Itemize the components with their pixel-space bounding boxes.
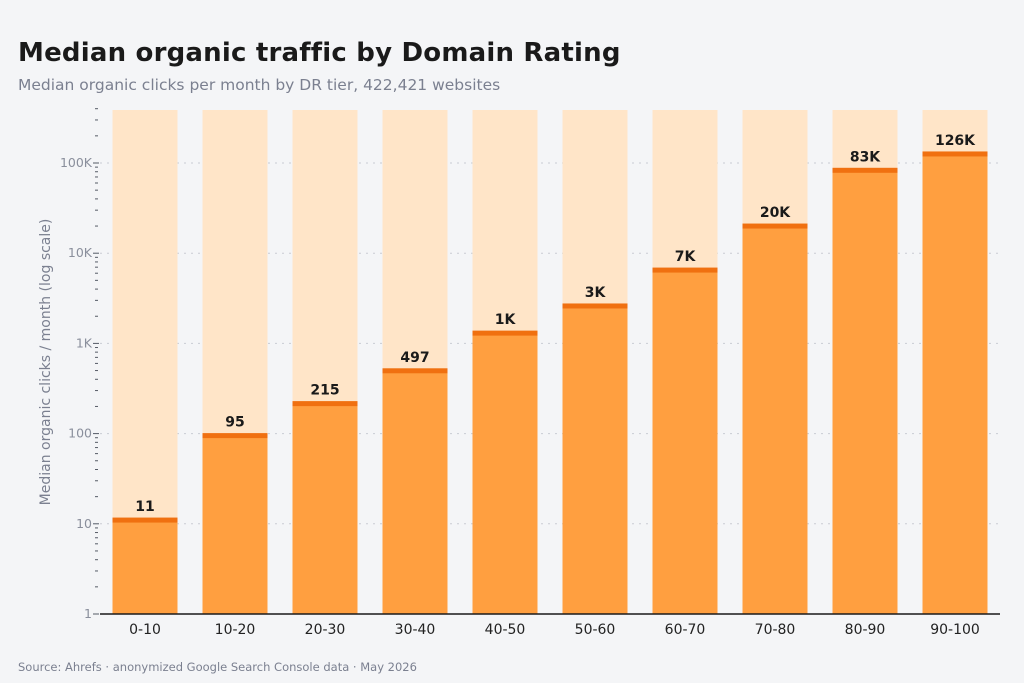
bar-value-label: 11 xyxy=(135,499,154,515)
data-labels: 11 95 215 497 1K 3K 7K 20K 83K 126K xyxy=(135,133,976,515)
x-tick-label: 10-20 xyxy=(215,622,256,638)
bar-cap xyxy=(292,401,358,407)
x-tick-label: 80-90 xyxy=(845,622,886,638)
axes: 1 10 100 1K 10K 100K 0-10 10-20 20-30 30-40 40-50 5… xyxy=(60,108,1000,638)
x-tick-label: 40-50 xyxy=(485,622,526,638)
bar-cap xyxy=(112,517,178,523)
bar xyxy=(292,403,358,614)
bar-cap xyxy=(382,368,448,374)
bar-value-label: 497 xyxy=(400,350,429,366)
bar-cap xyxy=(202,433,268,439)
bar-cap xyxy=(832,167,898,173)
chart-title: Median organic traffic by Domain Rating xyxy=(18,38,621,68)
bar xyxy=(472,333,538,614)
bar-value-label: 3K xyxy=(585,285,607,301)
y-tick-label: 1 xyxy=(84,606,92,621)
bar xyxy=(562,305,628,614)
bar-value-label: 20K xyxy=(760,205,791,221)
bar-value-label: 83K xyxy=(850,149,881,165)
bar-value-label: 215 xyxy=(310,383,339,399)
x-tick-label: 30-40 xyxy=(395,622,436,638)
bar-cap xyxy=(652,267,718,273)
bars xyxy=(112,151,988,615)
y-tick-label: 10K xyxy=(68,245,93,260)
x-tick-label: 70-80 xyxy=(755,622,796,638)
y-tick-label: 100 xyxy=(68,426,92,441)
x-tick-label: 90-100 xyxy=(930,622,980,638)
bar-value-label: 1K xyxy=(495,312,517,328)
bar xyxy=(742,226,808,614)
bar-cap xyxy=(562,303,628,309)
bar-cap xyxy=(922,151,988,157)
x-tick-label: 60-70 xyxy=(665,622,706,638)
y-tick-label: 10 xyxy=(76,516,92,531)
bar xyxy=(922,153,988,614)
bar-value-label: 126K xyxy=(935,133,976,149)
bar xyxy=(832,170,898,615)
bar xyxy=(652,270,718,614)
y-axis-title: Median organic clicks / month (log scale… xyxy=(38,219,54,506)
x-tick-label: 50-60 xyxy=(575,622,616,638)
x-tick-label: 20-30 xyxy=(305,622,346,638)
bar xyxy=(202,435,268,614)
y-tick-label: 100K xyxy=(60,155,93,170)
bar-cap xyxy=(472,330,538,336)
x-tick-label: 0-10 xyxy=(129,622,161,638)
bar xyxy=(382,370,448,614)
source-note: Source: Ahrefs · anonymized Google Searc… xyxy=(18,660,417,674)
y-tick-label: 1K xyxy=(76,335,93,350)
bar xyxy=(112,520,178,614)
chart-subtitle: Median organic clicks per month by DR ti… xyxy=(18,76,501,94)
bar-value-label: 95 xyxy=(225,415,244,431)
bar-cap xyxy=(742,223,808,229)
bar-value-label: 7K xyxy=(675,249,697,265)
